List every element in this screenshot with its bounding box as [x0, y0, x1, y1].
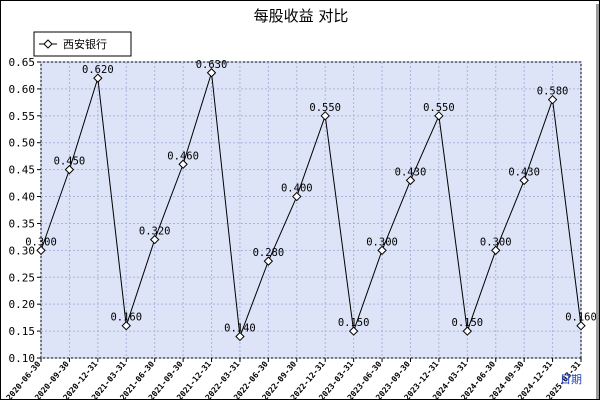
data-point-diamond	[235, 331, 245, 342]
data-label: 0.300	[480, 236, 512, 248]
data-label: 0.620	[82, 64, 114, 76]
data-point-diamond	[434, 111, 444, 121]
legend: 西安银行	[33, 31, 132, 57]
y-tick-label: 0.65	[9, 56, 36, 69]
data-label: 0.160	[110, 312, 142, 324]
data-point-diamond	[292, 191, 302, 202]
data-points	[36, 68, 586, 342]
data-point-diamond	[519, 175, 529, 186]
data-label: 0.450	[54, 156, 86, 168]
data-labels: 0.300 0.450 0.620 0.160 0.320 0.460 0.630 0.140…	[25, 59, 597, 335]
y-tick-label: 0.40	[9, 191, 36, 204]
data-point-diamond	[547, 94, 558, 105]
data-label: 0.160	[565, 312, 597, 324]
data-label: 0.400	[281, 183, 313, 195]
data-label: 0.460	[167, 150, 199, 162]
series-line	[40, 72, 582, 337]
data-point-diamond	[405, 175, 416, 186]
data-label: 0.140	[224, 322, 256, 334]
y-tick-label: 0.55	[9, 110, 36, 123]
plot-area	[40, 61, 582, 359]
y-tick-label: 0.20	[9, 298, 36, 311]
data-point-diamond	[121, 321, 131, 331]
data-point-diamond	[576, 321, 586, 331]
data-point-diamond	[206, 68, 217, 78]
y-tick-label: 0.25	[9, 271, 36, 284]
data-point-diamond	[93, 73, 103, 83]
plot-background	[40, 61, 582, 359]
data-point-diamond	[149, 234, 160, 245]
data-label: 0.280	[253, 247, 285, 259]
legend-series-label: 西安银行	[63, 37, 107, 51]
series-polyline	[40, 72, 582, 337]
data-label: 0.550	[309, 102, 341, 114]
y-tick-label: 0.10	[9, 352, 36, 365]
y-tick-label: 0.60	[9, 83, 36, 96]
data-label: 0.430	[395, 166, 427, 178]
legend-diamond-icon	[43, 39, 53, 49]
data-label: 0.550	[423, 102, 455, 114]
y-tick-label: 0.45	[9, 164, 36, 177]
x-axis: 2020-06-302020-09-302020-12-312021-03-31…	[5, 358, 583, 399]
y-tick-label: 0.15	[9, 325, 36, 338]
data-label: 0.300	[366, 236, 398, 248]
gridlines	[40, 61, 582, 359]
data-point-diamond	[320, 111, 330, 121]
chart-title: 每股收益 对比	[254, 7, 349, 25]
data-point-diamond	[348, 326, 359, 336]
data-label: 0.630	[196, 59, 228, 71]
y-axis: 0.10 0.15 0.20 0.25 0.30 0.35 0.40 0.45 0.50 0.55…	[9, 56, 41, 365]
data-label: 0.580	[537, 86, 569, 98]
data-point-diamond	[263, 256, 274, 266]
y-tick-label: 0.50	[9, 137, 36, 150]
data-point-diamond	[462, 326, 473, 336]
data-label: 0.430	[508, 166, 540, 178]
data-point-diamond	[178, 159, 188, 169]
data-label: 0.150	[338, 317, 370, 329]
data-label: 0.300	[25, 236, 57, 248]
x-axis-corner-label: 日期	[560, 373, 582, 386]
y-tick-label: 0.30	[9, 244, 36, 257]
y-tick-label: 0.35	[9, 217, 36, 230]
data-point-diamond	[377, 245, 387, 256]
data-label: 0.320	[139, 226, 171, 238]
data-point-diamond	[64, 164, 75, 175]
data-point-diamond	[491, 245, 501, 256]
data-label: 0.150	[452, 317, 484, 329]
data-point-diamond	[36, 245, 46, 256]
